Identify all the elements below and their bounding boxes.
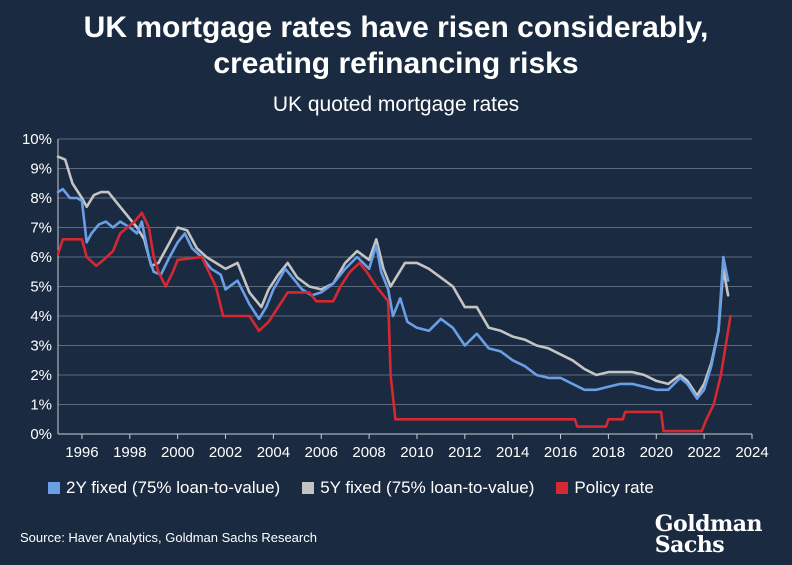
x-tick-label: 2020 [640, 444, 673, 461]
x-tick-label: 2018 [592, 444, 625, 461]
y-tick-label: 4% [30, 308, 52, 325]
legend-item-2y: 2Y fixed (75% loan-to-value) [48, 478, 280, 498]
y-tick-label: 1% [30, 397, 52, 414]
legend-label-policy: Policy rate [574, 478, 654, 497]
y-tick-label: 6% [30, 249, 52, 266]
x-tick-label: 2024 [735, 444, 768, 461]
legend-swatch-policy [556, 482, 569, 494]
x-tick-label: 2008 [352, 444, 385, 461]
x-tick-label: 2016 [544, 444, 577, 461]
series-line-policy-rate [56, 211, 732, 433]
series-line-2y-fixed [56, 187, 730, 400]
x-tick-label: 2014 [496, 444, 529, 461]
legend-item-5y: 5Y fixed (75% loan-to-value) [302, 478, 534, 498]
x-tick-label: 2002 [209, 444, 242, 461]
legend-label-2y: 2Y fixed (75% loan-to-value) [66, 478, 281, 497]
logo-line1: Goldman [654, 511, 763, 537]
x-tick-label: 1998 [113, 444, 146, 461]
y-tick-label: 2% [30, 367, 52, 384]
chart-title-line1: UK mortgage rates have risen considerabl… [83, 11, 709, 44]
chart-title-line2: creating refinancing risks [213, 47, 579, 80]
y-tick-label: 0% [30, 426, 52, 443]
x-tick-label: 2012 [448, 444, 481, 461]
legend-item-policy: Policy rate [556, 478, 654, 498]
logo-line2: Sachs [654, 532, 725, 558]
x-tick-label: 2010 [400, 444, 433, 461]
y-tick-label: 7% [30, 220, 52, 237]
x-tick-label: 2006 [305, 444, 338, 461]
x-tick-label: 2000 [161, 444, 194, 461]
series-line-5y-fixed [56, 155, 730, 397]
x-tick-label: 2004 [257, 444, 290, 461]
goldman-sachs-logo: Goldman Sachs [654, 511, 763, 558]
y-tick-label: 3% [30, 338, 52, 355]
y-tick-label: 10% [22, 131, 52, 148]
chart-subtitle: UK quoted mortgage rates [272, 93, 520, 116]
x-tick-label: 2022 [687, 444, 720, 461]
legend-swatch-2y [48, 482, 60, 494]
legend-swatch-5y [302, 482, 315, 494]
y-tick-label: 8% [30, 190, 52, 207]
legend: 2Y fixed (75% loan-to-value) 5Y fixed (7… [48, 478, 654, 498]
x-tick-label: 1996 [65, 444, 98, 461]
source-note: Source: Haver Analytics, Goldman Sachs R… [20, 530, 317, 545]
chart-title: UK mortgage rates have risen considerabl… [0, 10, 792, 82]
y-tick-label: 5% [30, 279, 52, 296]
legend-label-5y: 5Y fixed (75% loan-to-value) [320, 478, 535, 497]
y-tick-label: 9% [30, 161, 52, 178]
